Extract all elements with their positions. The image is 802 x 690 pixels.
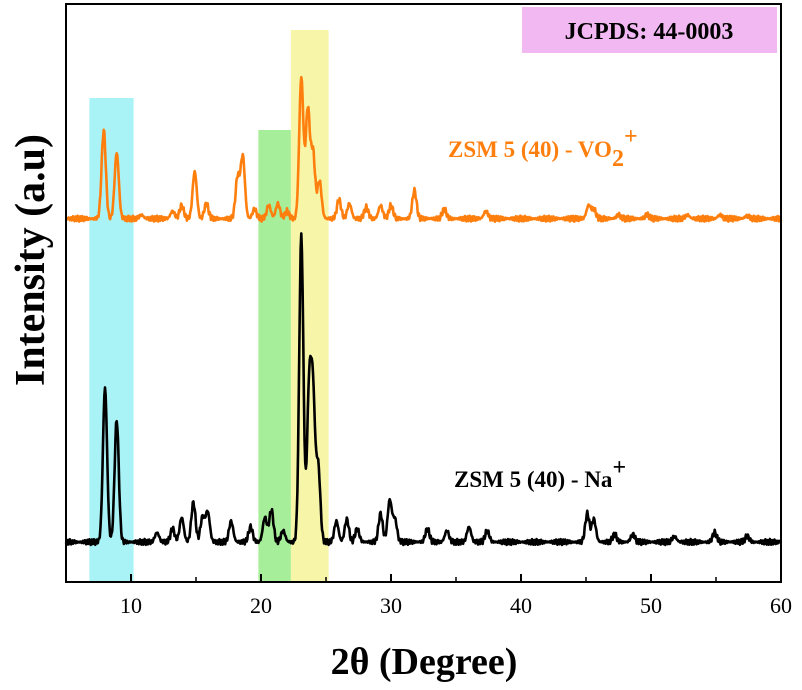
reference-label: JCPDS: 44-0003 [565,19,734,45]
x-tick-label: 10 [120,593,142,618]
highlight-band [89,98,134,582]
series-label-na-text: ZSM 5 (40) - Na [454,467,613,492]
series-group [64,75,783,547]
series-label-vo2: ZSM 5 (40) - VO2+ [448,124,638,172]
series-line [65,75,783,223]
x-tick-label: 20 [250,593,272,618]
reference-box [522,7,777,53]
series-label-na: ZSM 5 (40) - Na+ [454,455,626,492]
highlight-band [258,130,291,582]
series-label-vo2-sup: + [624,124,638,150]
x-axis-ticks: 10 20 30 40 50 60 [120,574,792,618]
plot-frame [65,3,782,583]
series-label-na-sup: + [612,455,626,481]
highlight-bands [89,30,329,582]
series-label-vo2-text: ZSM 5 (40) - VO [448,137,612,162]
x-tick-label: 60 [770,593,792,618]
y-axis-title: Intensity (a.u) [8,134,54,386]
series-label-vo2-sub: 2 [612,146,624,172]
x-tick-label: 30 [380,593,402,618]
series-line [64,232,783,547]
x-tick-label: 50 [640,593,662,618]
x-tick-label: 40 [510,593,532,618]
x-axis-title: 2θ (Degree) [331,641,518,683]
